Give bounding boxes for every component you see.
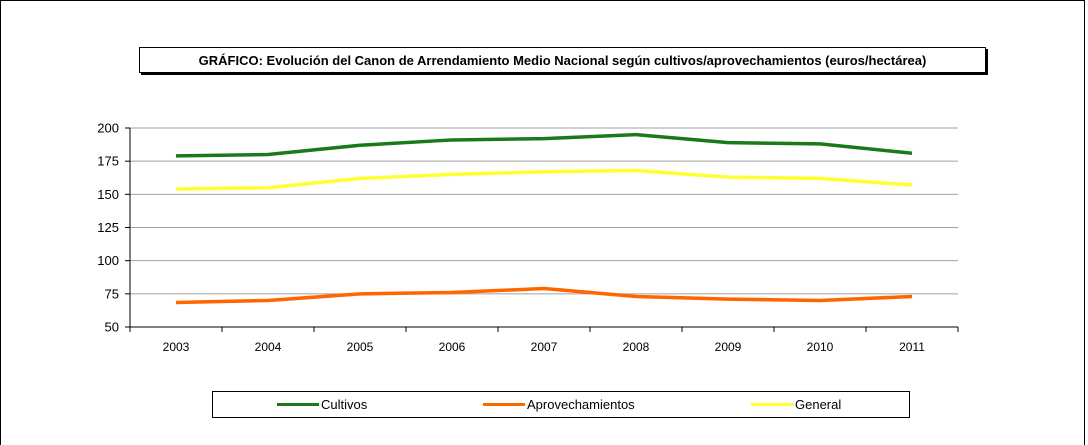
legend-label-aprovechamientos: Aprovechamientos xyxy=(527,397,635,412)
y-tick-label: 75 xyxy=(105,286,119,301)
chart-title: GRÁFICO: Evolución del Canon de Arrendam… xyxy=(139,47,986,73)
x-tick-label: 2005 xyxy=(347,340,374,354)
y-tick-label: 175 xyxy=(97,154,119,169)
legend-item-aprovechamientos: Aprovechamientos xyxy=(483,392,635,417)
y-tick-label: 150 xyxy=(97,187,119,202)
series-line-cultivos xyxy=(175,132,913,158)
x-tick-label: 2007 xyxy=(531,340,558,354)
legend-label-cultivos: Cultivos xyxy=(321,397,368,412)
legend-swatch-cultivos xyxy=(277,403,319,406)
x-tick-label: 2009 xyxy=(715,340,742,354)
legend: Cultivos Aprovechamientos General xyxy=(212,391,910,418)
y-tick-label: 200 xyxy=(97,121,119,136)
x-tick-label: 2003 xyxy=(163,340,190,354)
legend-swatch-general xyxy=(751,403,793,406)
y-tick-label: 125 xyxy=(97,220,119,235)
x-tick-label: 2004 xyxy=(255,340,282,354)
y-tick-label: 100 xyxy=(97,253,119,268)
legend-swatch-aprovechamientos xyxy=(483,403,525,406)
x-tick-label: 2010 xyxy=(807,340,834,354)
series-line-aprovechamientos xyxy=(175,286,913,305)
x-tick-label: 2006 xyxy=(439,340,466,354)
legend-item-general: General xyxy=(751,392,841,417)
x-tick-label: 2011 xyxy=(899,340,925,354)
legend-label-general: General xyxy=(795,397,842,412)
x-tick-label: 2008 xyxy=(623,340,650,354)
legend-item-cultivos: Cultivos xyxy=(277,392,367,417)
series-line-general xyxy=(175,168,913,191)
y-tick-label: 50 xyxy=(105,320,119,335)
